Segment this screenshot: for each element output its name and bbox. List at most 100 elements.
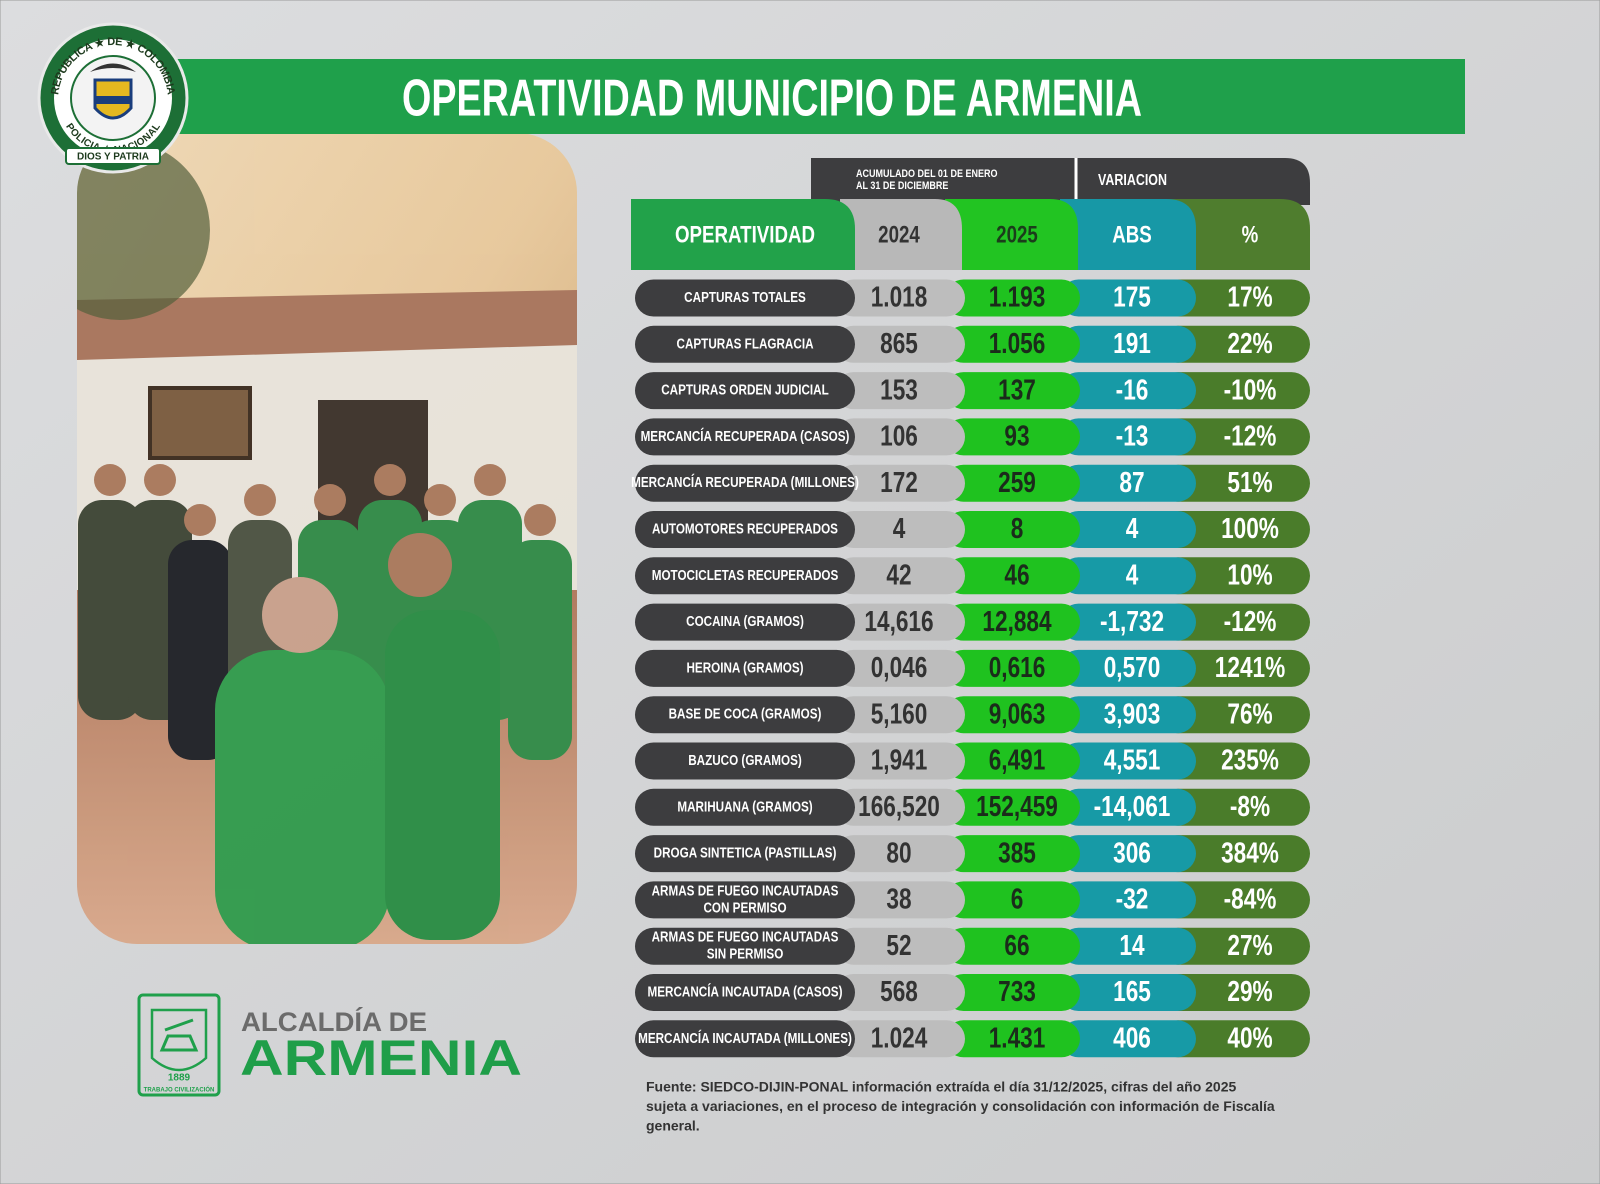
row-value: 106 [880, 419, 918, 452]
row-cell-bg [945, 464, 1080, 502]
logo-line1: ALCALDÍA DE [241, 1006, 427, 1037]
row-value: -13 [1116, 419, 1149, 452]
photo-roof [77, 290, 577, 360]
row-cell-bg [635, 418, 855, 456]
row-value: 152,459 [976, 789, 1058, 822]
row-cell-bg [1160, 881, 1310, 919]
row-cell-bg [1060, 649, 1196, 687]
row-label: BAZUCO (GRAMOS) [688, 752, 802, 769]
row-cell-bg [945, 1020, 1080, 1058]
row-value: 1.056 [989, 326, 1046, 359]
table-row: CAPTURAS ORDEN JUDICIAL 153 137 -16 -10% [635, 372, 1310, 410]
table-row: MERCANCÍA RECUPERADA (CASOS) 106 93 -13 -12% [635, 418, 1310, 456]
row-value: 1.193 [989, 280, 1046, 313]
row-label: CON PERMISO [703, 899, 786, 916]
row-value: 191 [1113, 326, 1151, 359]
row-cell-bg [945, 881, 1080, 919]
col-header-abs [1060, 199, 1196, 270]
row-value: 6 [1011, 882, 1024, 915]
row-cell-bg [1160, 325, 1310, 363]
row-value: 1.018 [871, 280, 928, 313]
row-value: 52 [886, 928, 911, 961]
row-value: 51% [1227, 465, 1272, 498]
col-header-2025 [945, 199, 1078, 270]
row-value: -16 [1116, 373, 1149, 406]
row-value: 93 [1004, 419, 1029, 452]
row-value: 0,616 [989, 650, 1046, 683]
row-cell-bg [945, 511, 1080, 548]
row-value: 14 [1119, 928, 1145, 961]
row-value: 865 [880, 326, 918, 359]
row-cell-bg [835, 1020, 965, 1058]
row-value: 733 [998, 974, 1036, 1007]
table-row: AUTOMOTORES RECUPERADOS 4 8 4 100% [635, 511, 1310, 548]
row-label: MERCANCÍA INCAUTADA (CASOS) [647, 983, 842, 1000]
row-cell-bg [835, 464, 965, 502]
row-cell-bg [835, 742, 965, 780]
row-value: 100% [1221, 511, 1279, 544]
row-value: 4 [1126, 511, 1139, 544]
photo-person-head [424, 484, 456, 516]
row-label: BASE DE COCA (GRAMOS) [669, 705, 822, 722]
period-label: ACUMULADO DEL 01 DE ENERO [856, 168, 998, 180]
row-cell-bg [635, 835, 855, 873]
row-cell-bg [635, 1020, 855, 1058]
photo-person-head [184, 504, 216, 536]
row-cell-bg [835, 325, 965, 363]
row-cell-bg [1060, 464, 1196, 502]
row-cell-bg [945, 279, 1080, 317]
row-cell-bg [635, 464, 855, 502]
table-row: HEROINA (GRAMOS) 0,046 0,616 0,570 1241% [635, 649, 1310, 687]
row-value: 8 [1011, 511, 1024, 544]
row-value: 3,903 [1104, 697, 1161, 730]
row-cell-bg [945, 927, 1080, 965]
row-cell-bg [945, 696, 1080, 734]
photo-board [148, 386, 252, 460]
row-value: -12% [1224, 604, 1277, 637]
row-value: 10% [1227, 558, 1272, 591]
row-value: 172 [880, 465, 918, 498]
table-row: MOTOCICLETAS RECUPERADOS 42 46 4 10% [635, 557, 1310, 595]
row-cell-bg [635, 603, 855, 641]
column-header: OPERATIVIDAD [675, 221, 815, 248]
logo-frame [137, 993, 221, 1097]
column-header: ABS [1112, 221, 1152, 248]
row-value: 1241% [1215, 650, 1285, 683]
logo-year: 1889 [168, 1073, 191, 1084]
row-label: MERCANCÍA INCAUTADA (MILLONES) [638, 1029, 852, 1046]
column-header: 2024 [878, 221, 920, 248]
col-header-pct [1160, 199, 1310, 270]
row-value: 153 [880, 373, 918, 406]
row-value: 76% [1227, 697, 1272, 730]
row-value: 384% [1221, 836, 1279, 869]
row-value: 406 [1113, 1021, 1151, 1054]
row-label: ARMAS DE FUEGO INCAUTADAS [652, 882, 839, 899]
row-cell-bg [635, 325, 855, 363]
row-cell-bg [1060, 927, 1196, 965]
row-cell-bg [1060, 881, 1196, 919]
row-cell-bg [1160, 974, 1310, 1011]
photo-person-head [524, 504, 556, 536]
row-cell-bg [1160, 557, 1310, 595]
row-cell-bg [1160, 649, 1310, 687]
row-cell-bg [1160, 372, 1310, 410]
photo-person-body [78, 500, 142, 720]
row-label: DROGA SINTETICA (PASTILLAS) [654, 844, 837, 861]
row-cell-bg [1060, 974, 1196, 1011]
row-value: 4 [893, 511, 906, 544]
row-cell-bg [945, 788, 1080, 826]
table-row: MERCANCÍA RECUPERADA (MILLONES) 172 259 87 5… [631, 464, 1310, 502]
row-label: SIN PERMISO [707, 945, 784, 962]
row-value: 4,551 [1104, 743, 1161, 776]
row-cell-bg [835, 696, 965, 734]
row-cell-bg [1060, 511, 1196, 548]
row-value: 5,160 [871, 697, 928, 730]
row-value: 14,616 [864, 604, 933, 637]
variation-label: VARIACION [1098, 172, 1167, 190]
row-cell-bg [945, 974, 1080, 1011]
row-cell-bg [1160, 1020, 1310, 1058]
row-value: 0,046 [871, 650, 928, 683]
photo-person-head [244, 484, 276, 516]
row-cell-bg [835, 649, 965, 687]
